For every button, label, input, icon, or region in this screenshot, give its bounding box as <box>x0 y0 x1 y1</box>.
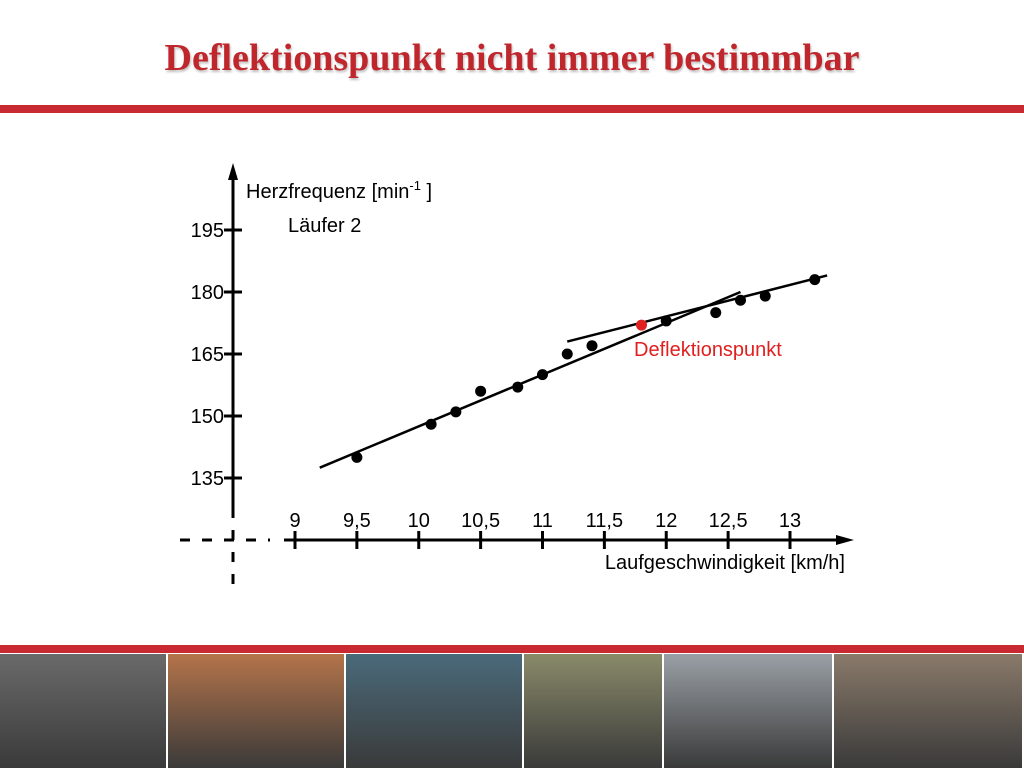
x-tick-label: 9 <box>289 510 300 532</box>
data-point <box>351 451 363 463</box>
photo-gym-exercise <box>834 654 1024 768</box>
y-tick-label: 135 <box>191 468 224 490</box>
x-axis-arrow <box>836 535 854 545</box>
x-tick-label: 12,5 <box>709 510 748 532</box>
data-point <box>759 290 771 302</box>
y-axis-arrow <box>228 163 238 180</box>
deflection-point <box>636 319 647 331</box>
bottom-divider <box>0 645 1024 653</box>
y-axis-label: Herzfrequenz [min-1 ] <box>246 178 432 203</box>
photo-strip <box>0 654 1024 768</box>
data-point <box>425 418 437 430</box>
data-point <box>537 369 548 381</box>
x-tick-label: 12 <box>655 510 677 532</box>
x-tick-label: 13 <box>779 510 801 532</box>
top-divider <box>0 105 1024 113</box>
data-point <box>809 274 821 286</box>
x-ticks: 9 9,5 10 10,5 11 11,5 12 12,5 13 <box>289 510 801 549</box>
y-tick-label: 165 <box>191 344 224 366</box>
data-point <box>660 315 672 327</box>
data-points <box>351 274 821 463</box>
data-point <box>512 381 524 393</box>
y-tick-label: 195 <box>191 220 224 242</box>
x-tick-label: 11,5 <box>586 510 623 532</box>
fit-lines <box>319 274 828 469</box>
photo-runners <box>524 654 664 768</box>
slide-title: Deflektionspunkt nicht immer bestimmbar <box>164 37 860 79</box>
photo-team-training <box>0 654 168 768</box>
data-point <box>561 348 573 360</box>
y-tick-label: 150 <box>191 406 224 428</box>
x-axis-label: Laufgeschwindigkeit [km/h] <box>605 552 845 574</box>
photo-ball-game-gym <box>168 654 346 768</box>
chart-subtitle: Läufer 2 <box>288 215 361 237</box>
photo-basketball <box>664 654 834 768</box>
x-tick-label: 11 <box>532 510 553 532</box>
data-point <box>450 406 462 418</box>
data-point <box>586 340 598 352</box>
data-point <box>475 385 487 397</box>
x-tick-label: 10 <box>408 510 430 532</box>
fit-line-lower <box>319 290 741 469</box>
data-point <box>710 307 722 319</box>
y-ticks: 135 150 165 180 195 <box>191 220 242 490</box>
deflection-label: Deflektionspunkt <box>634 339 782 361</box>
x-tick-label: 9,5 <box>343 510 371 532</box>
chart: 135 150 165 180 195 9 9,5 10 10,5 11 11,5 12 12,5 13… <box>180 163 854 595</box>
data-point <box>735 294 746 306</box>
photo-rafting <box>346 654 524 768</box>
x-tick-label: 10,5 <box>461 510 500 532</box>
y-tick-label: 180 <box>191 282 224 304</box>
fit-line-upper <box>566 274 828 343</box>
